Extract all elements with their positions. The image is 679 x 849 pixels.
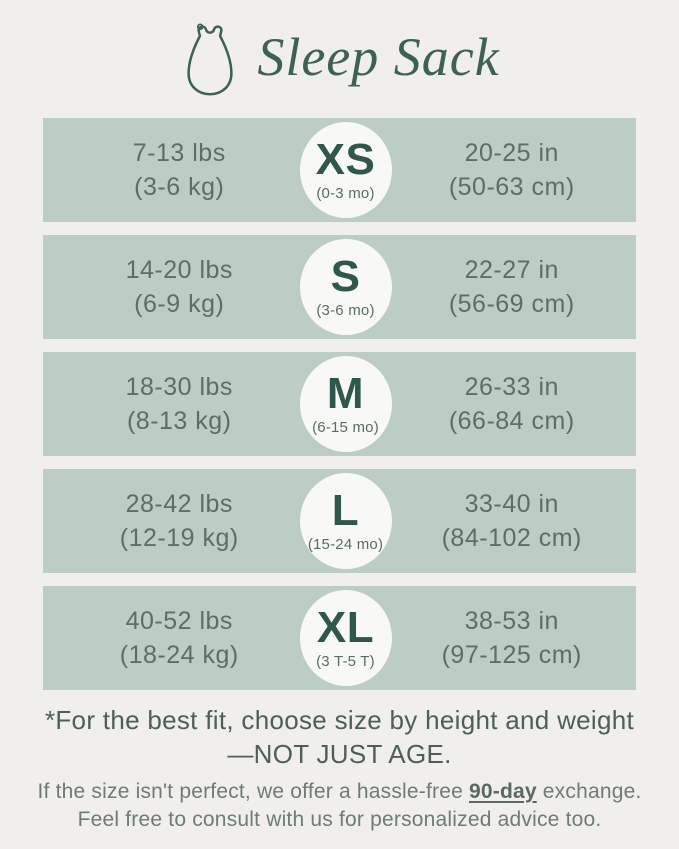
age-range: (3 T-5 T) — [316, 652, 375, 670]
height-cell: 26-33 in (66-84 cm) — [392, 370, 637, 438]
exchange-period: 90-day — [469, 780, 537, 803]
weight-cell: 40-52 lbs (18-24 kg) — [43, 604, 300, 672]
age-range: (15-24 mo) — [307, 535, 384, 553]
weight-kg: (12-19 kg) — [119, 524, 239, 552]
size-label: XL — [316, 602, 375, 652]
exchange-note-suffix: exchange. — [536, 780, 642, 803]
sleep-sack-icon — [187, 23, 233, 96]
size-badge: S (3-6 mo) — [299, 239, 392, 335]
size-row-xl: 40-52 lbs (18-24 kg) XL (3 T-5 T) 38-53 … — [43, 586, 636, 690]
weight-cell: 28-42 lbs (12-19 kg) — [43, 487, 300, 555]
fit-note-line1: *For the best fit, choose size by height… — [44, 705, 635, 735]
size-chart: 7-13 lbs (3-6 kg) XS (0-3 mo) 20-25 in (… — [43, 118, 636, 690]
height-in: 38-53 in — [464, 607, 559, 635]
weight-kg: (3-6 kg) — [134, 173, 225, 201]
weight-lbs: 7-13 lbs — [132, 139, 226, 167]
height-in: 26-33 in — [464, 373, 559, 401]
weight-cell: 18-30 lbs (8-13 kg) — [43, 370, 300, 438]
size-label: S — [330, 251, 361, 301]
size-badge: XL (3 T-5 T) — [299, 590, 392, 686]
height-in: 33-40 in — [464, 490, 559, 518]
height-cell: 38-53 in (97-125 cm) — [392, 604, 637, 672]
exchange-note-line2: Feel free to consult with us for persona… — [77, 808, 602, 831]
size-label: L — [331, 485, 360, 535]
age-range: (0-3 mo) — [316, 184, 375, 202]
height-cm: (84-102 cm) — [441, 524, 582, 552]
height-in: 22-27 in — [464, 256, 559, 284]
size-badge: M (6-15 mo) — [299, 356, 392, 452]
weight-lbs: 40-52 lbs — [125, 607, 233, 635]
weight-lbs: 18-30 lbs — [125, 373, 233, 401]
height-in: 20-25 in — [464, 139, 559, 167]
weight-kg: (6-9 kg) — [134, 290, 225, 318]
size-row-l: 28-42 lbs (12-19 kg) L (15-24 mo) 33-40 … — [43, 469, 636, 573]
size-row-s: 14-20 lbs (6-9 kg) S (3-6 mo) 22-27 in (… — [43, 235, 636, 339]
header: Sleep Sack — [0, 0, 679, 102]
exchange-note: If the size isn't perfect, we offer a ha… — [0, 778, 679, 834]
size-badge: L (15-24 mo) — [299, 473, 392, 569]
age-range: (3-6 mo) — [316, 301, 375, 319]
height-cm: (56-69 cm) — [448, 290, 575, 318]
height-cm: (66-84 cm) — [448, 407, 575, 435]
age-range: (6-15 mo) — [312, 418, 379, 436]
height-cell: 33-40 in (84-102 cm) — [392, 487, 637, 555]
weight-kg: (8-13 kg) — [126, 407, 232, 435]
size-label: M — [326, 368, 365, 418]
height-cm: (50-63 cm) — [448, 173, 575, 201]
weight-cell: 7-13 lbs (3-6 kg) — [43, 136, 300, 204]
fit-note-line2: —NOT JUST AGE. — [227, 739, 452, 769]
exchange-note-prefix: If the size isn't perfect, we offer a ha… — [37, 780, 469, 803]
weight-lbs: 14-20 lbs — [125, 256, 233, 284]
size-row-xs: 7-13 lbs (3-6 kg) XS (0-3 mo) 20-25 in (… — [43, 118, 636, 222]
height-cell: 20-25 in (50-63 cm) — [392, 136, 637, 204]
weight-lbs: 28-42 lbs — [125, 490, 233, 518]
height-cell: 22-27 in (56-69 cm) — [392, 253, 637, 321]
weight-cell: 14-20 lbs (6-9 kg) — [43, 253, 300, 321]
size-row-m: 18-30 lbs (8-13 kg) M (6-15 mo) 26-33 in… — [43, 352, 636, 456]
fit-note: *For the best fit, choose size by height… — [0, 703, 679, 771]
exchange-note-line1: If the size isn't perfect, we offer a ha… — [0, 778, 679, 806]
size-label: XS — [315, 134, 376, 184]
page-title: Sleep Sack — [257, 27, 500, 87]
size-badge: XS (0-3 mo) — [299, 122, 392, 218]
weight-kg: (18-24 kg) — [119, 641, 239, 669]
height-cm: (97-125 cm) — [441, 641, 582, 669]
